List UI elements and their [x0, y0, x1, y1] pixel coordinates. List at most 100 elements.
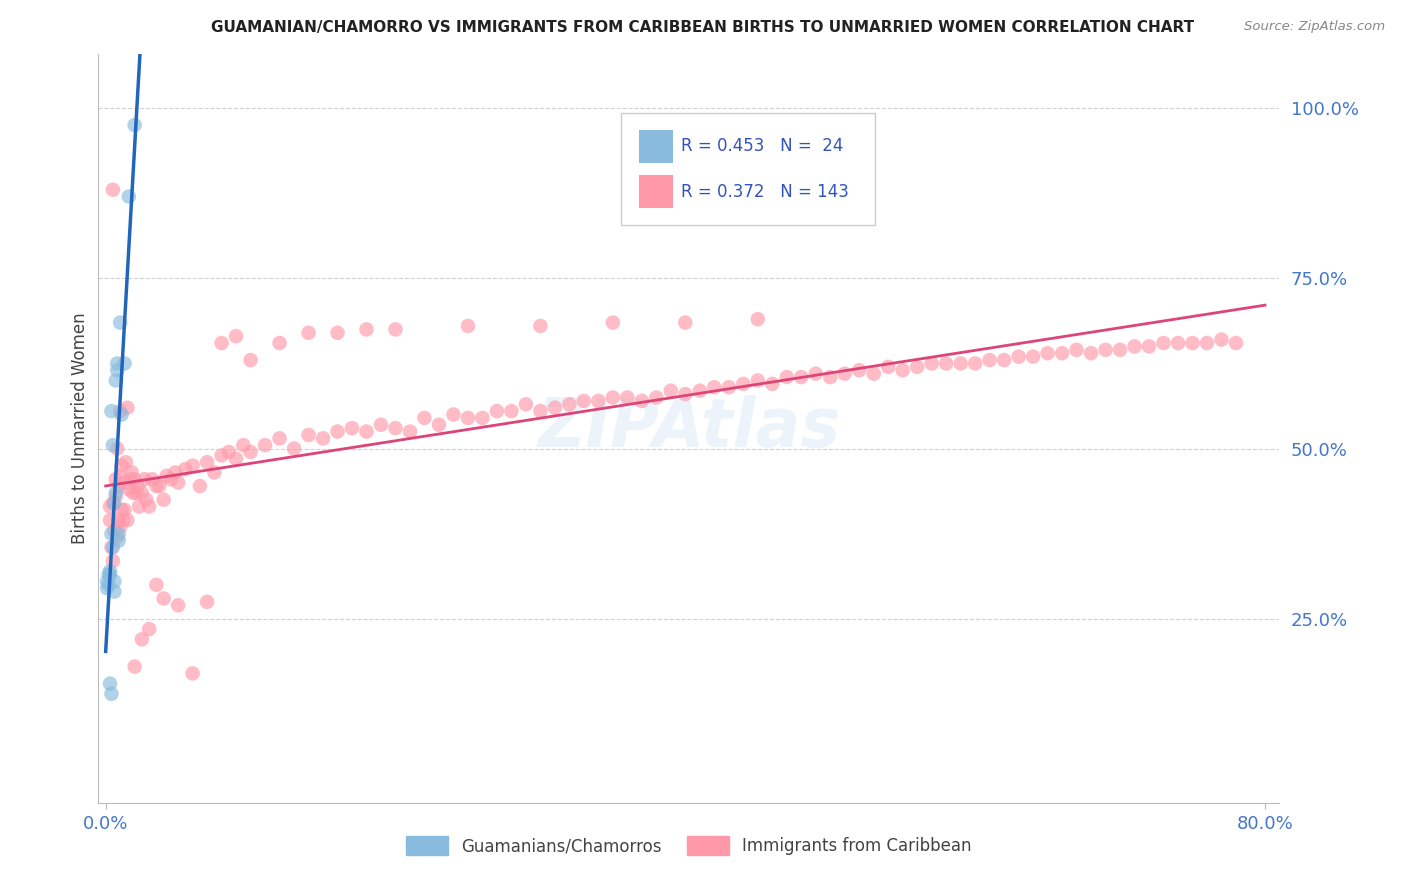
Text: Source: ZipAtlas.com: Source: ZipAtlas.com	[1244, 20, 1385, 33]
Point	[239, 353, 262, 368]
Point	[108, 404, 131, 418]
Point	[457, 411, 479, 425]
Point	[112, 513, 135, 527]
Point	[98, 513, 121, 527]
Point	[101, 541, 124, 555]
Point	[370, 417, 392, 432]
Point	[114, 356, 136, 370]
Point	[103, 584, 125, 599]
Point	[544, 401, 567, 415]
Point	[97, 567, 120, 582]
Point	[1211, 333, 1233, 347]
Point	[848, 363, 870, 377]
Point	[602, 391, 624, 405]
Point	[124, 659, 146, 673]
Point	[167, 599, 190, 613]
Point	[356, 425, 378, 439]
Point	[101, 496, 124, 510]
Point	[384, 322, 406, 336]
Point	[195, 595, 218, 609]
Point	[101, 438, 124, 452]
Point	[1195, 336, 1218, 351]
Point	[202, 466, 225, 480]
Point	[218, 445, 240, 459]
Legend: Guamanians/Chamorros, Immigrants from Caribbean: Guamanians/Chamorros, Immigrants from Ca…	[399, 830, 979, 862]
Point	[125, 486, 148, 500]
Point	[100, 541, 122, 555]
Point	[1137, 339, 1160, 353]
Point	[673, 387, 696, 401]
Point	[443, 408, 465, 422]
Point	[98, 676, 121, 690]
Point	[1066, 343, 1088, 357]
Point	[100, 404, 122, 418]
Point	[1167, 336, 1189, 351]
Point	[312, 431, 335, 445]
Point	[105, 530, 128, 544]
Point	[1007, 350, 1029, 364]
Point	[108, 316, 131, 330]
Point	[128, 500, 150, 514]
Point	[110, 408, 132, 422]
Point	[225, 451, 247, 466]
Point	[181, 458, 204, 473]
Point	[645, 391, 668, 405]
Point	[127, 479, 149, 493]
Point	[232, 438, 254, 452]
Point	[165, 466, 187, 480]
Point	[471, 411, 494, 425]
Point	[457, 318, 479, 333]
Point	[211, 336, 233, 351]
Point	[297, 326, 319, 340]
Point	[1022, 350, 1045, 364]
Point	[105, 356, 128, 370]
Point	[114, 503, 136, 517]
Point	[152, 492, 174, 507]
Point	[979, 353, 1001, 368]
Point	[269, 431, 291, 445]
Point	[1123, 339, 1146, 353]
Point	[631, 393, 654, 408]
Point	[384, 421, 406, 435]
Point	[122, 486, 145, 500]
Point	[103, 524, 125, 538]
Point	[100, 526, 122, 541]
Point	[399, 425, 422, 439]
Point	[104, 472, 127, 486]
Point	[659, 384, 682, 398]
Point	[135, 492, 157, 507]
Point	[703, 380, 725, 394]
Point	[195, 455, 218, 469]
Point	[1153, 336, 1175, 351]
Point	[862, 367, 884, 381]
Point	[501, 404, 523, 418]
Point	[1050, 346, 1073, 360]
Point	[747, 312, 769, 326]
Point	[108, 520, 131, 534]
Point	[107, 479, 129, 493]
Point	[131, 486, 153, 500]
Point	[110, 458, 132, 473]
Point	[733, 376, 755, 391]
Point	[104, 374, 127, 388]
Point	[148, 479, 170, 493]
Point	[160, 472, 183, 486]
Point	[1094, 343, 1116, 357]
Point	[104, 486, 127, 500]
Point	[114, 475, 136, 490]
Point	[110, 503, 132, 517]
Point	[152, 591, 174, 606]
Point	[1036, 346, 1059, 360]
Point	[689, 384, 711, 398]
Point	[1181, 336, 1204, 351]
Point	[905, 359, 928, 374]
Point	[120, 472, 142, 486]
Point	[181, 666, 204, 681]
Point	[326, 326, 349, 340]
Point	[103, 496, 125, 510]
Point	[283, 442, 305, 456]
Point	[225, 329, 247, 343]
Point	[138, 622, 160, 636]
Point	[529, 318, 551, 333]
Point	[107, 526, 129, 541]
